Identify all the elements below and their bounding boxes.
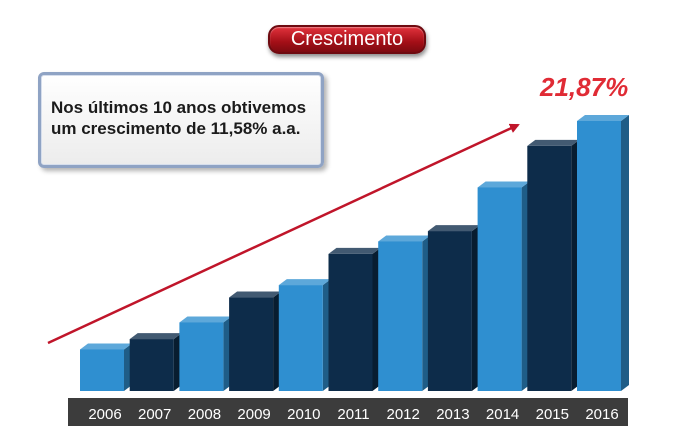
growth-highlight-value: 21,87% [540,72,629,102]
chart-title: Crescimento [268,25,426,54]
bar-front-face [427,231,472,391]
bar-2015 [527,139,580,391]
bar-2011 [328,247,381,391]
bar-front-face [179,322,224,391]
bar-front-face [477,187,522,391]
x-axis-band [68,398,628,426]
x-tick-label: 2006 [88,406,121,423]
bar-top-face [179,316,232,323]
info-callout-box: Nos últimos 10 anos obtivemos um crescime… [38,72,324,168]
bar-2012 [378,235,431,391]
x-tick-label: 2012 [387,406,420,423]
x-tick-label: 2009 [237,406,270,423]
x-tick-label: 2014 [486,406,519,423]
bar-top-face [129,333,182,340]
bar-2009 [229,291,282,391]
x-tick-labels: 2006 2007 2008 2009 2010 2011 2012 2013 2014 2015… [88,406,618,423]
trend-arrow [47,123,520,345]
bar-top-face [278,279,331,286]
x-tick-label: 2015 [536,406,569,423]
bar-top-face [229,291,282,298]
bar-2007 [129,333,182,391]
bar-2008 [179,316,232,391]
bar-top-face [527,139,580,146]
bar-2010 [278,279,331,391]
info-line-2: um crescimento de 11,58% a.a. [51,119,301,138]
bar-top-face [328,247,381,254]
bar-2016 [577,115,629,391]
bar-front-face [80,349,124,391]
bar-side-face [621,115,629,391]
info-callout-text: Nos últimos 10 anos obtivemos um crescime… [51,97,321,139]
bar-2013 [427,225,480,391]
bar-front-face [527,145,572,391]
bar-top-face [427,225,480,232]
x-tick-label: 2016 [585,406,618,423]
bar-front-face [229,297,274,391]
bar-front-face [577,121,621,391]
bar-top-face [378,235,431,242]
x-tick-label: 2011 [337,406,369,423]
bar-front-face [328,253,373,391]
bar-2006 [80,343,132,391]
bar-2014 [477,181,530,391]
bar-top-face [80,343,132,350]
info-line-1: Nos últimos 10 anos obtivemos [51,98,307,117]
x-tick-label: 2008 [188,406,221,423]
bar-top-face [577,115,629,121]
bar-front-face [278,285,323,391]
bars-group [80,115,629,391]
x-tick-label: 2007 [138,406,171,423]
bar-front-face [129,339,174,391]
x-tick-label: 2010 [287,406,320,423]
bar-front-face [378,241,423,391]
bar-top-face [477,181,530,188]
x-tick-label: 2013 [436,406,469,423]
